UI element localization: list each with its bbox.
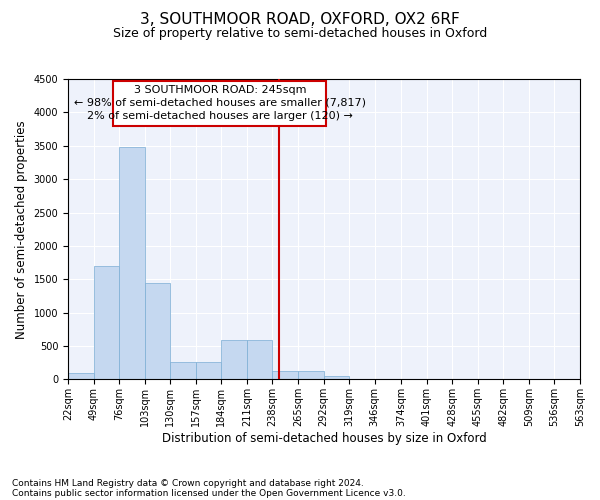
Bar — [298, 372, 323, 380]
Y-axis label: Number of semi-detached properties: Number of semi-detached properties — [15, 120, 28, 338]
Bar — [119, 147, 145, 380]
Bar — [94, 266, 119, 380]
Bar — [68, 373, 94, 380]
Text: Contains public sector information licensed under the Open Government Licence v3: Contains public sector information licen… — [12, 488, 406, 498]
Bar — [272, 372, 298, 380]
Text: Size of property relative to semi-detached houses in Oxford: Size of property relative to semi-detach… — [113, 28, 487, 40]
Bar — [145, 282, 170, 380]
X-axis label: Distribution of semi-detached houses by size in Oxford: Distribution of semi-detached houses by … — [161, 432, 487, 445]
Text: ← 98% of semi-detached houses are smaller (7,817): ← 98% of semi-detached houses are smalle… — [74, 98, 366, 108]
FancyBboxPatch shape — [113, 81, 326, 126]
Bar — [323, 376, 349, 380]
Bar — [196, 362, 221, 380]
Bar — [247, 340, 272, 380]
Text: 2% of semi-detached houses are larger (120) →: 2% of semi-detached houses are larger (1… — [87, 111, 353, 121]
Bar — [170, 362, 196, 380]
Text: Contains HM Land Registry data © Crown copyright and database right 2024.: Contains HM Land Registry data © Crown c… — [12, 478, 364, 488]
Bar — [221, 340, 247, 380]
Text: 3, SOUTHMOOR ROAD, OXFORD, OX2 6RF: 3, SOUTHMOOR ROAD, OXFORD, OX2 6RF — [140, 12, 460, 28]
Text: 3 SOUTHMOOR ROAD: 245sqm: 3 SOUTHMOOR ROAD: 245sqm — [134, 86, 306, 96]
